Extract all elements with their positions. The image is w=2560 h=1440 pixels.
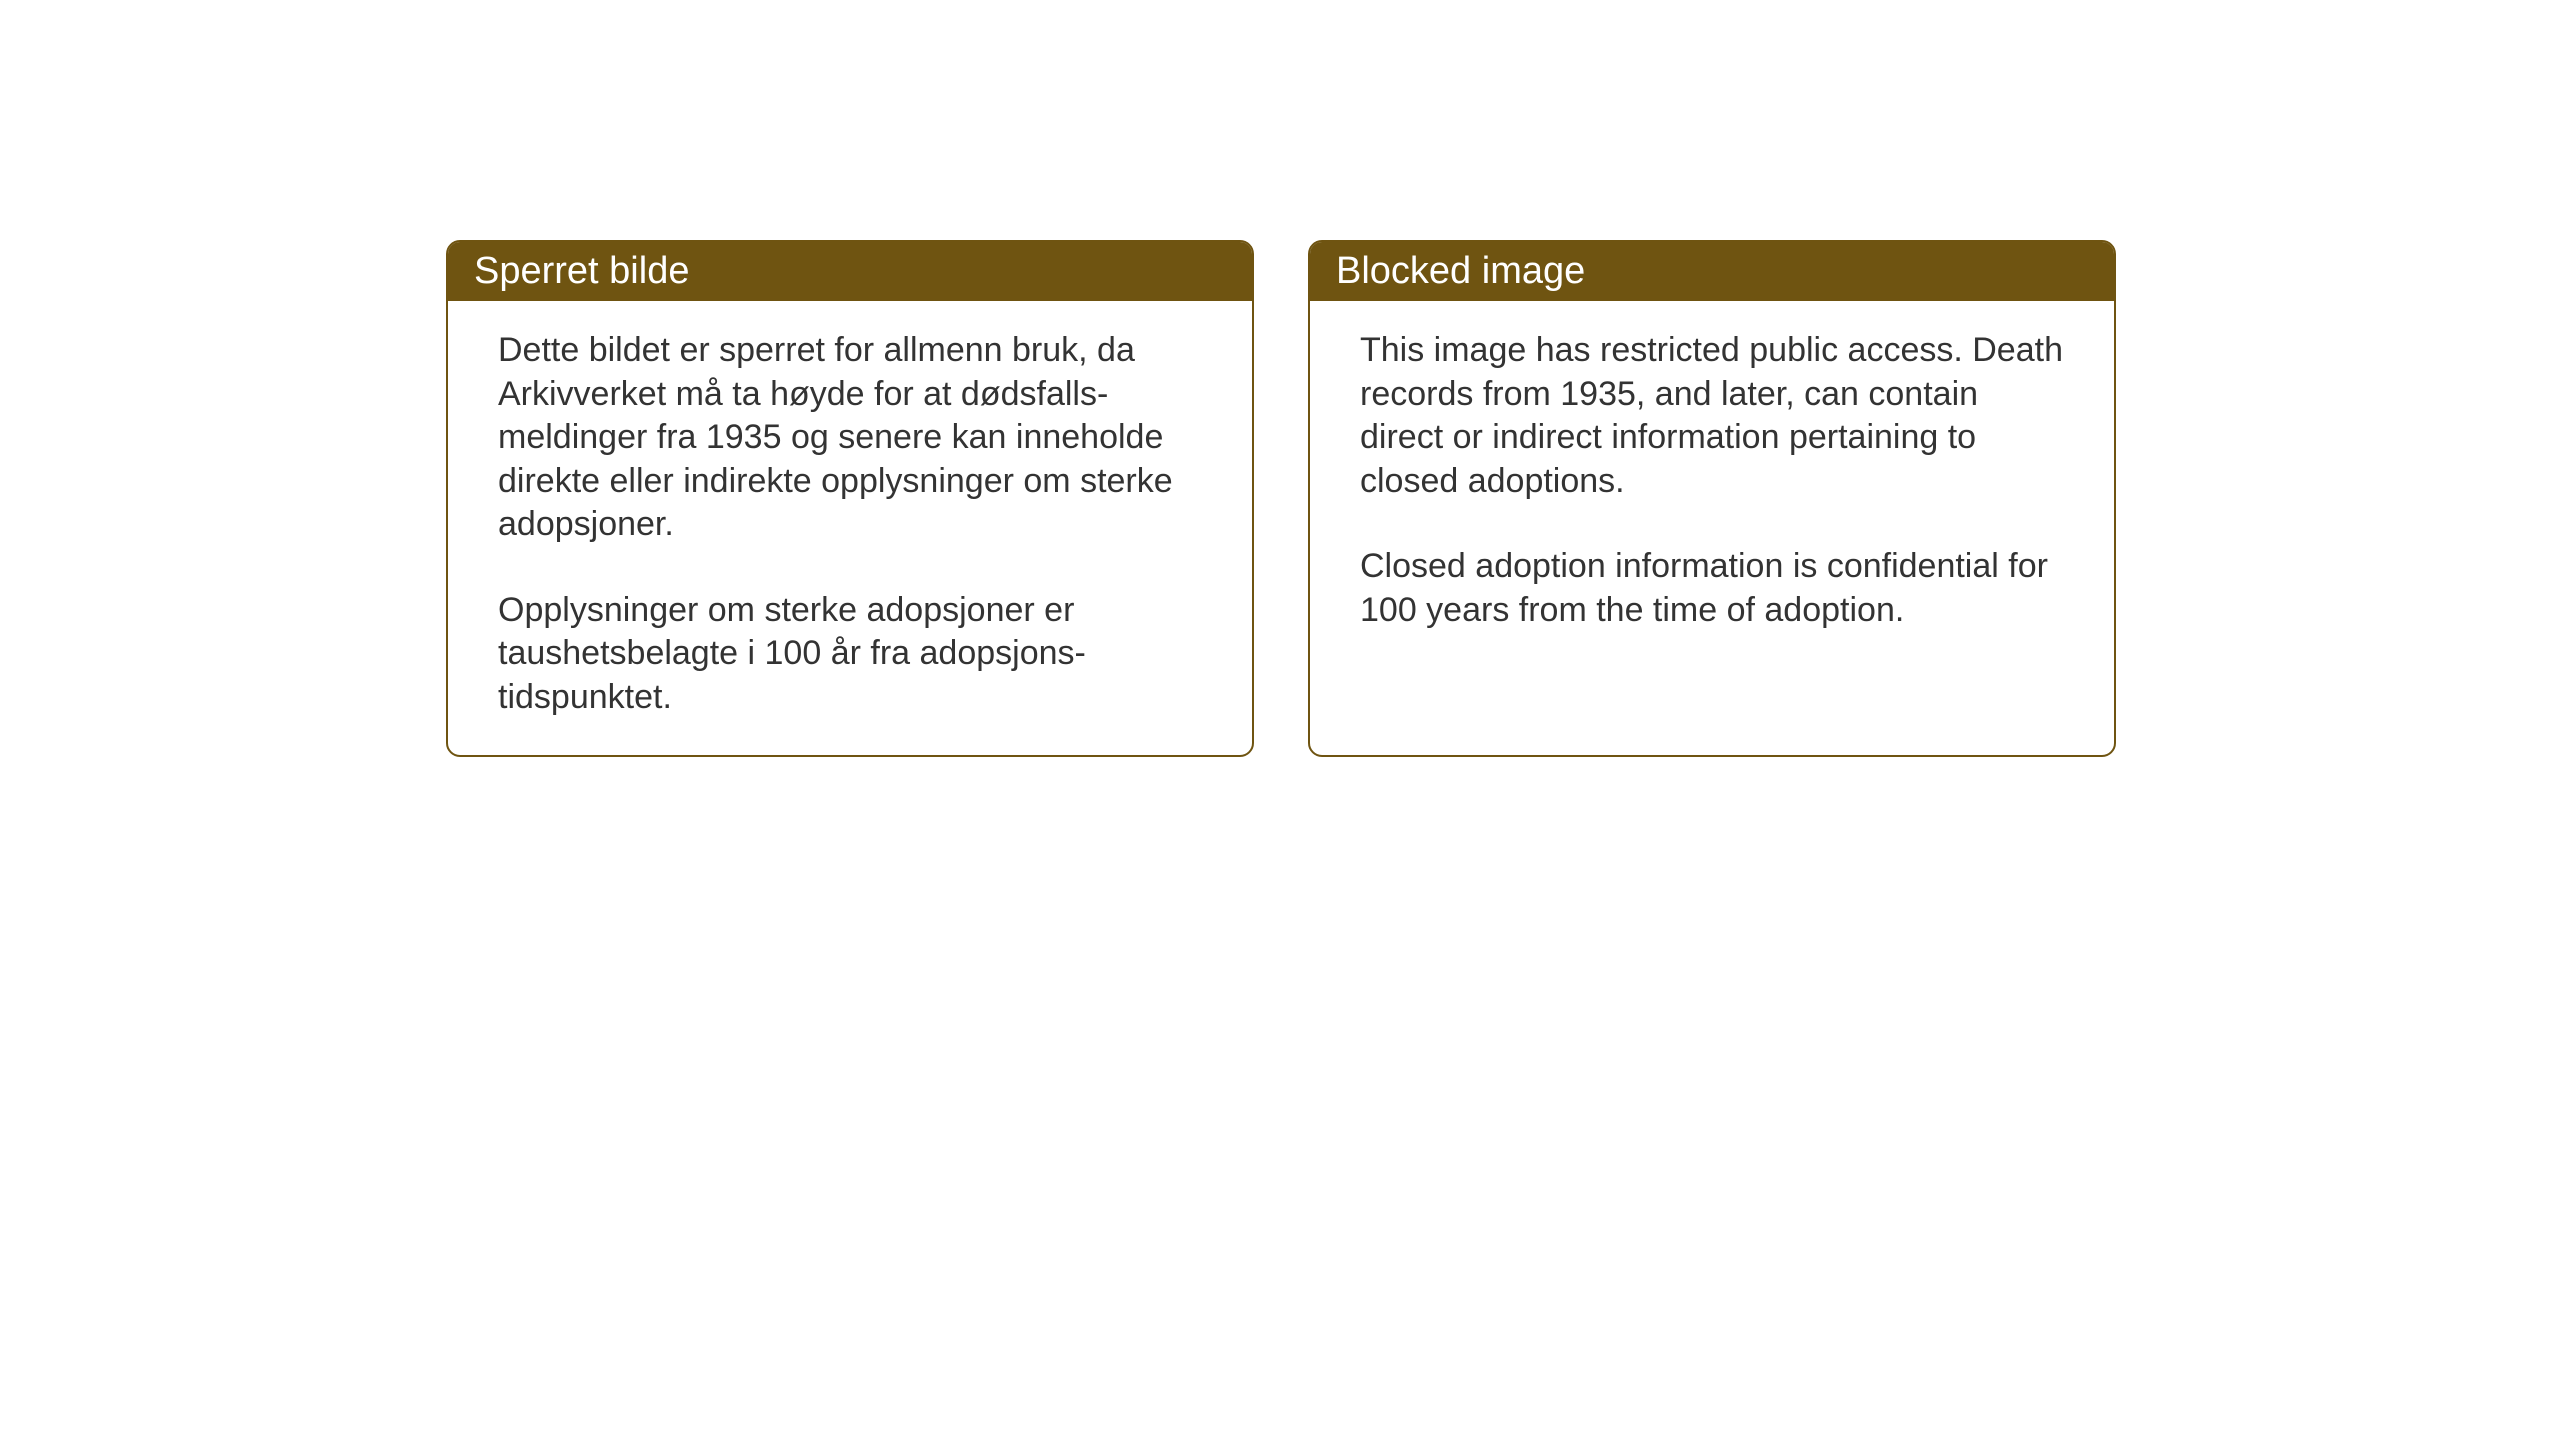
english-card-body: This image has restricted public access.… <box>1310 301 2114 755</box>
norwegian-paragraph-2: Opplysninger om sterke adopsjoner er tau… <box>498 589 1202 720</box>
english-paragraph-2: Closed adoption information is confident… <box>1360 545 2064 632</box>
english-card-title: Blocked image <box>1336 250 1585 292</box>
english-paragraph-1: This image has restricted public access.… <box>1360 329 2064 503</box>
norwegian-card-header: Sperret bilde <box>448 242 1252 301</box>
norwegian-card: Sperret bilde Dette bildet er sperret fo… <box>446 240 1254 757</box>
norwegian-card-body: Dette bildet er sperret for allmenn bruk… <box>448 301 1252 755</box>
norwegian-paragraph-1: Dette bildet er sperret for allmenn bruk… <box>498 329 1202 547</box>
norwegian-card-title: Sperret bilde <box>474 250 689 292</box>
english-card-header: Blocked image <box>1310 242 2114 301</box>
cards-container: Sperret bilde Dette bildet er sperret fo… <box>446 240 2116 757</box>
english-card: Blocked image This image has restricted … <box>1308 240 2116 757</box>
